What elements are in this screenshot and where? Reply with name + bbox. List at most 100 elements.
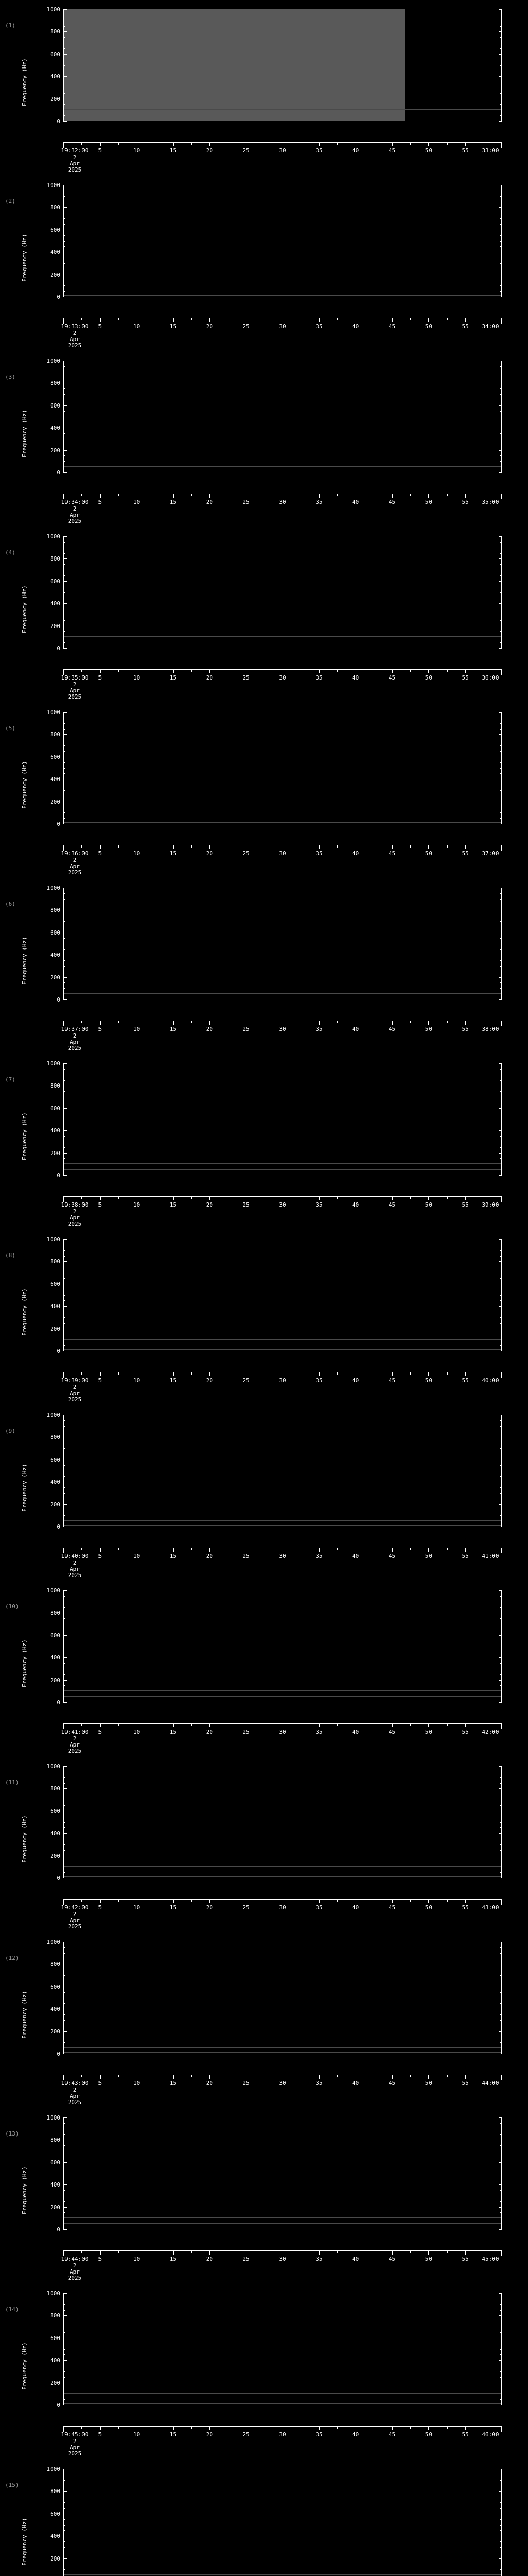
y-tick-minor-right bbox=[500, 1515, 502, 1516]
y-tick-label: 800 bbox=[50, 204, 60, 211]
y-tick-major bbox=[63, 1766, 67, 1767]
y-tick-minor-right bbox=[500, 1663, 502, 1664]
y-axis-title: Frequency (Hz) bbox=[21, 1288, 28, 1336]
y-tick-major-right bbox=[499, 1130, 502, 1131]
spectrogram-panel: (8) Frequency (Hz) 1000 800 600 400 200 0 19:39:… bbox=[0, 1230, 528, 1405]
x-tick-minor bbox=[447, 318, 448, 320]
y-tick-minor bbox=[63, 104, 65, 105]
y-tick-minor bbox=[63, 1947, 65, 1948]
y-tick-minor-right bbox=[500, 2519, 502, 2520]
y-tick-minor-right bbox=[500, 592, 502, 593]
y-tick-label: 600 bbox=[50, 1983, 60, 1990]
x-tick-label: 10 bbox=[133, 1728, 140, 1735]
x-tick-label: 50 bbox=[425, 2431, 432, 2438]
y-tick-minor bbox=[63, 394, 65, 395]
x-tick-major bbox=[428, 2075, 430, 2079]
y-tick-major-right bbox=[499, 1702, 502, 1703]
y-tick-major-right bbox=[499, 31, 502, 32]
y-tick-minor bbox=[63, 768, 65, 769]
y-tick-major-right bbox=[499, 1504, 502, 1505]
y-tick-label: 1000 bbox=[46, 182, 61, 189]
x-axis-date-day: 2 bbox=[73, 1560, 77, 1566]
x-tick-label: 15 bbox=[169, 147, 177, 154]
x-axis-date-year: 2025 bbox=[68, 1045, 82, 1052]
y-tick-minor bbox=[63, 1091, 65, 1092]
y-tick-major-right bbox=[499, 1175, 502, 1176]
panel-index-label: (1) bbox=[5, 22, 15, 29]
y-tick-minor-right bbox=[500, 1822, 502, 1823]
y-tick-minor-right bbox=[500, 899, 502, 900]
x-tick-minor bbox=[81, 1372, 82, 1375]
x-tick-minor bbox=[118, 1372, 119, 1375]
y-tick-minor bbox=[63, 196, 65, 197]
y-tick-major bbox=[63, 54, 67, 55]
y-tick-minor-right bbox=[500, 2349, 502, 2350]
x-tick-label: 20 bbox=[206, 2256, 213, 2262]
x-tick-label: 40 bbox=[352, 850, 359, 857]
x-tick-major bbox=[319, 494, 320, 498]
y-tick-minor-right bbox=[500, 1827, 502, 1828]
y-tick-minor-right bbox=[500, 263, 502, 264]
y-tick-minor-right bbox=[500, 1420, 502, 1421]
x-axis-date-month: Apr bbox=[70, 1917, 80, 1924]
y-tick-major-right bbox=[499, 1657, 502, 1658]
x-tick-label: 50 bbox=[425, 1026, 432, 1032]
band-hairline bbox=[63, 2052, 502, 2053]
x-axis-start-cap bbox=[63, 2075, 64, 2080]
x-tick-major bbox=[100, 2426, 101, 2430]
y-tick-label: 600 bbox=[50, 2334, 60, 2342]
y-tick-minor-right bbox=[500, 1844, 502, 1845]
x-tick-minor bbox=[118, 669, 119, 672]
y-tick-minor bbox=[63, 2507, 65, 2509]
spectrogram-panel: (3) Frequency (Hz) 1000 800 600 400 200 0 19:34:… bbox=[0, 351, 528, 527]
x-tick-label: 50 bbox=[425, 2080, 432, 2087]
x-tick-label: 25 bbox=[242, 1553, 250, 1560]
x-tick-minor bbox=[118, 845, 119, 848]
x-tick-label: 5 bbox=[98, 850, 102, 857]
x-tick-label: 30 bbox=[279, 1904, 286, 1911]
y-tick-major-right bbox=[499, 9, 502, 10]
y-tick-minor bbox=[63, 115, 65, 116]
x-start-time-label: 19:45:00 bbox=[61, 2431, 89, 2438]
x-axis-date-month: Apr bbox=[70, 1214, 80, 1221]
x-tick-label: 10 bbox=[133, 1201, 140, 1208]
x-tick-label: 25 bbox=[242, 147, 250, 154]
y-tick-major-right bbox=[499, 2229, 502, 2230]
y-tick-label: 800 bbox=[50, 2137, 60, 2144]
x-tick-minor bbox=[337, 669, 338, 672]
x-tick-major bbox=[428, 845, 430, 849]
y-tick-label: 0 bbox=[57, 821, 60, 827]
y-tick-major-right bbox=[499, 1239, 502, 1240]
x-tick-major bbox=[428, 1723, 430, 1727]
x-tick-label: 45 bbox=[388, 1026, 396, 1032]
x-axis-start-cap bbox=[63, 142, 64, 148]
x-tick-minor bbox=[191, 669, 192, 672]
x-tick-label: 20 bbox=[206, 850, 213, 857]
x-tick-minor bbox=[118, 1723, 119, 1726]
y-tick-major-right bbox=[499, 2184, 502, 2185]
y-tick-minor-right bbox=[500, 982, 502, 984]
y-tick-minor bbox=[63, 1465, 65, 1466]
y-tick-major-right bbox=[499, 648, 502, 649]
y-tick-minor-right bbox=[500, 241, 502, 242]
x-tick-minor bbox=[81, 1723, 82, 1726]
x-tick-minor bbox=[191, 1723, 192, 1726]
y-tick-minor bbox=[63, 2399, 65, 2400]
y-tick-minor bbox=[63, 1850, 65, 1851]
x-tick-label: 10 bbox=[133, 1553, 140, 1560]
x-tick-minor bbox=[81, 494, 82, 496]
y-tick-minor-right bbox=[500, 949, 502, 950]
x-end-time-label: 38:00 bbox=[482, 1026, 499, 1032]
x-tick-minor bbox=[191, 1899, 192, 1902]
x-tick-label: 55 bbox=[461, 674, 469, 681]
x-tick-minor bbox=[337, 1372, 338, 1375]
spectrogram-panel: (6) Frequency (Hz) 1000 800 600 400 200 0 19:37:… bbox=[0, 878, 528, 1054]
y-tick-minor-right bbox=[500, 812, 502, 814]
x-tick-major bbox=[173, 669, 174, 673]
x-axis-end-cap bbox=[501, 1372, 502, 1378]
y-axis-title: Frequency (Hz) bbox=[21, 937, 28, 985]
x-tick-label: 15 bbox=[169, 499, 177, 505]
x-axis-date-month: Apr bbox=[70, 1039, 80, 1045]
x-tick-minor bbox=[337, 494, 338, 496]
plot-area bbox=[63, 1942, 502, 2054]
